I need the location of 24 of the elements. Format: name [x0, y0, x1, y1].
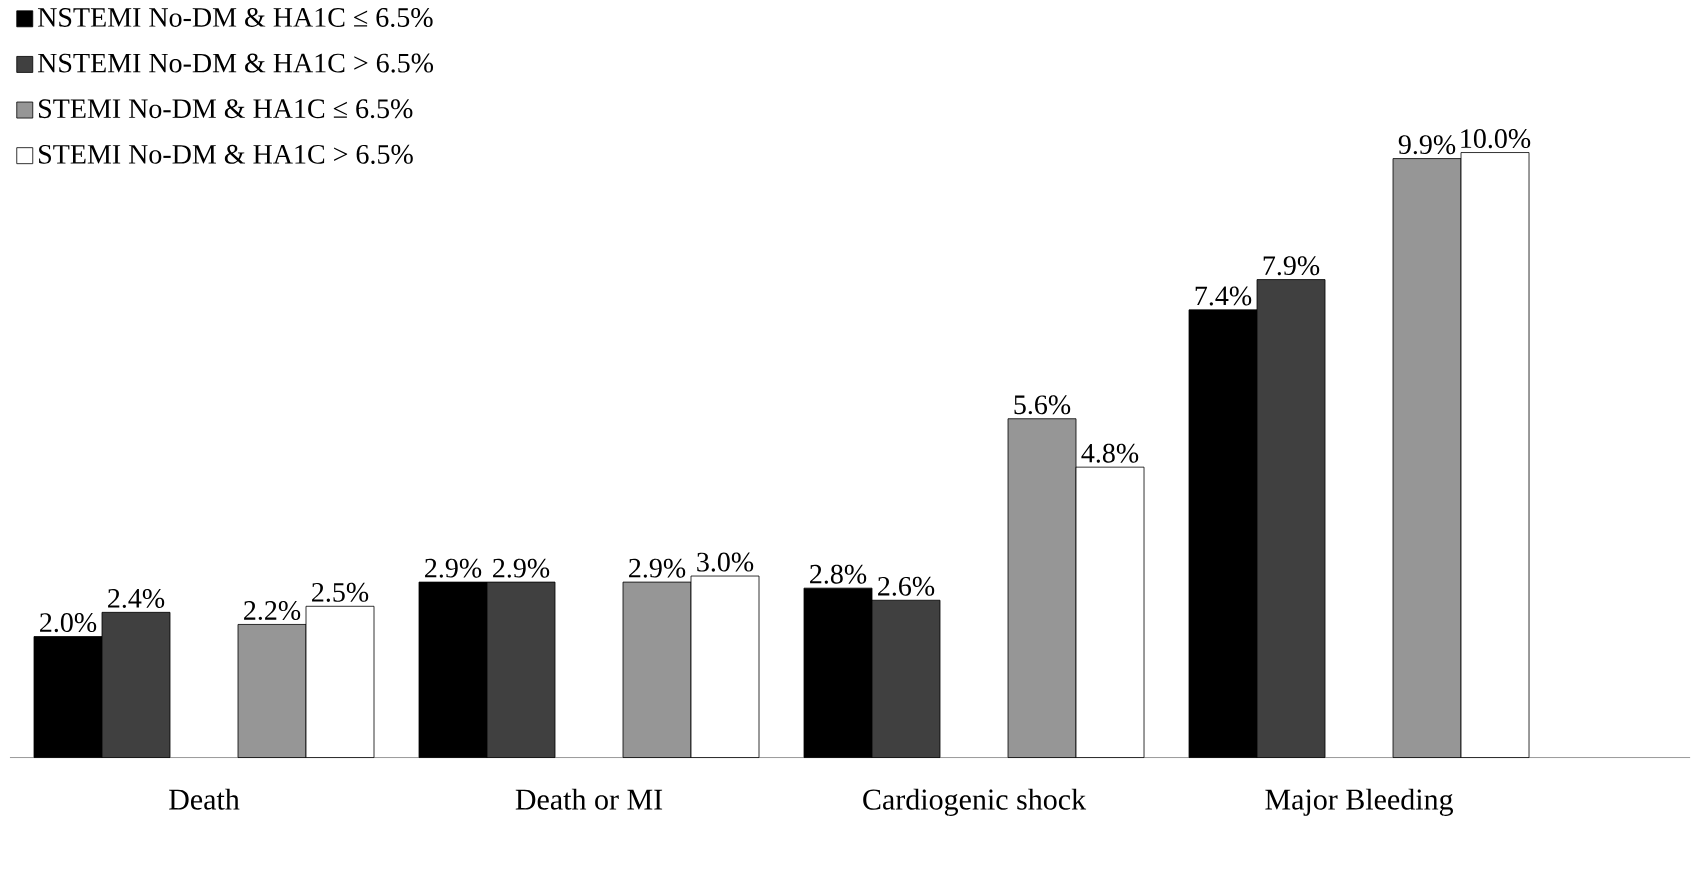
data-label: 7.9%: [1263, 256, 1320, 276]
data-label: 2.2%: [244, 601, 301, 621]
legend-label: STEMI No-DM & HA1C > 6.5%: [39, 145, 413, 165]
data-label: 2.0%: [40, 613, 97, 633]
legend-label: NSTEMI No-DM & HA1C > 6.5%: [37, 53, 434, 73]
data-label: 4.8%: [1081, 443, 1139, 463]
data-label: 2.9%: [425, 558, 482, 578]
x-tick-label: Death: [169, 788, 240, 810]
data-label: 5.6%: [1014, 395, 1071, 415]
x-tick-label: Major Bleeding: [1265, 788, 1454, 817]
data-label: 2.5%: [312, 583, 369, 603]
x-tick-label: Cardiogenic shock: [863, 788, 1087, 817]
data-label: 9.9%: [1398, 135, 1456, 155]
legend-label: STEMI No-DM & HA1C ≤ 6.5%: [39, 99, 413, 119]
data-label: 3.0%: [697, 552, 754, 572]
legend-label: NSTEMI No-DM & HA1C ≤ 6.5%: [37, 8, 433, 28]
data-label: 2.4%: [108, 589, 165, 609]
x-tick-label: Death or MI: [515, 788, 663, 810]
data-label: 2.9%: [493, 558, 550, 578]
data-label: 2.9%: [629, 558, 686, 578]
data-label: 2.8%: [810, 564, 867, 584]
data-label: 10.0%: [1461, 129, 1531, 149]
data-label: 2.6%: [878, 577, 935, 597]
data-label: 7.4%: [1195, 286, 1252, 306]
